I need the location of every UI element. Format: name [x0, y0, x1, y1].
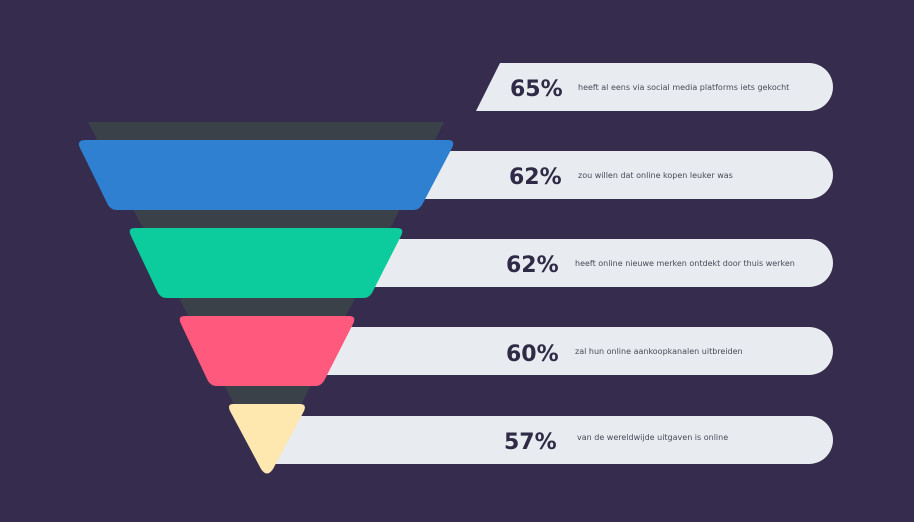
stage-bar-3	[370, 239, 833, 287]
stage-description-1: heeft al eens via social media platforms…	[578, 83, 789, 92]
stage-value-1: 65%	[510, 77, 563, 102]
stage-value-5: 57%	[504, 430, 557, 455]
stage-bar-4	[320, 327, 833, 375]
stage-bar-1	[476, 63, 833, 111]
stage-value-3: 62%	[506, 253, 559, 278]
stage-description-3: heeft online nieuwe merken ontdekt door …	[575, 259, 795, 268]
funnel-band-5	[229, 404, 305, 474]
stage-value-2: 62%	[509, 165, 562, 190]
stage-description-5: van de wereldwijde uitgaven is online	[577, 433, 728, 442]
stage-bar-5	[270, 416, 833, 464]
stage-description-4: zal hun online aankoopkanalen uitbreiden	[575, 347, 743, 356]
funnel-band-4	[179, 316, 355, 386]
stage-bar-2	[420, 151, 833, 199]
stage-description-2: zou willen dat online kopen leuker was	[578, 171, 733, 180]
stage-value-4: 60%	[506, 342, 559, 367]
funnel-band-2	[78, 140, 454, 210]
funnel-band-3	[129, 228, 403, 298]
